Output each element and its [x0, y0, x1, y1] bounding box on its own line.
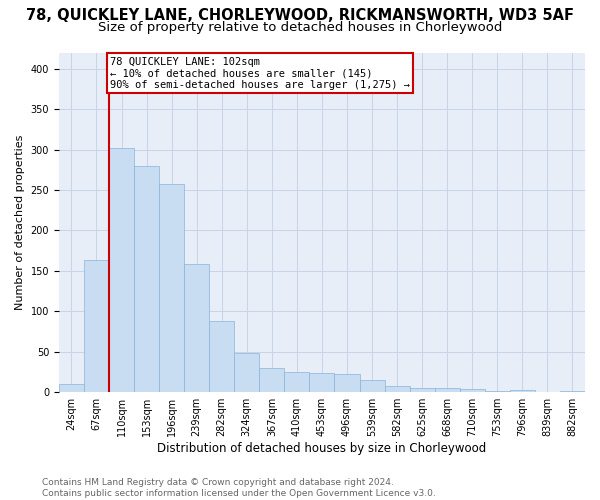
- Bar: [385, 386, 410, 392]
- Bar: [234, 352, 259, 392]
- Text: 78 QUICKLEY LANE: 102sqm
← 10% of detached houses are smaller (145)
90% of semi-: 78 QUICKLEY LANE: 102sqm ← 10% of detach…: [110, 56, 410, 90]
- Bar: [59, 384, 84, 392]
- X-axis label: Distribution of detached houses by size in Chorleywood: Distribution of detached houses by size …: [157, 442, 487, 455]
- Bar: [284, 372, 310, 392]
- Bar: [184, 264, 209, 392]
- Bar: [434, 388, 460, 392]
- Bar: [84, 260, 109, 392]
- Bar: [310, 373, 334, 392]
- Text: Contains HM Land Registry data © Crown copyright and database right 2024.
Contai: Contains HM Land Registry data © Crown c…: [42, 478, 436, 498]
- Bar: [334, 374, 359, 392]
- Bar: [410, 388, 434, 392]
- Bar: [209, 321, 234, 392]
- Bar: [460, 389, 485, 392]
- Bar: [109, 148, 134, 392]
- Bar: [159, 184, 184, 392]
- Bar: [359, 380, 385, 392]
- Bar: [560, 390, 585, 392]
- Y-axis label: Number of detached properties: Number of detached properties: [15, 134, 25, 310]
- Bar: [134, 166, 159, 392]
- Bar: [259, 368, 284, 392]
- Text: 78, QUICKLEY LANE, CHORLEYWOOD, RICKMANSWORTH, WD3 5AF: 78, QUICKLEY LANE, CHORLEYWOOD, RICKMANS…: [26, 8, 574, 22]
- Bar: [510, 390, 535, 392]
- Text: Size of property relative to detached houses in Chorleywood: Size of property relative to detached ho…: [98, 22, 502, 35]
